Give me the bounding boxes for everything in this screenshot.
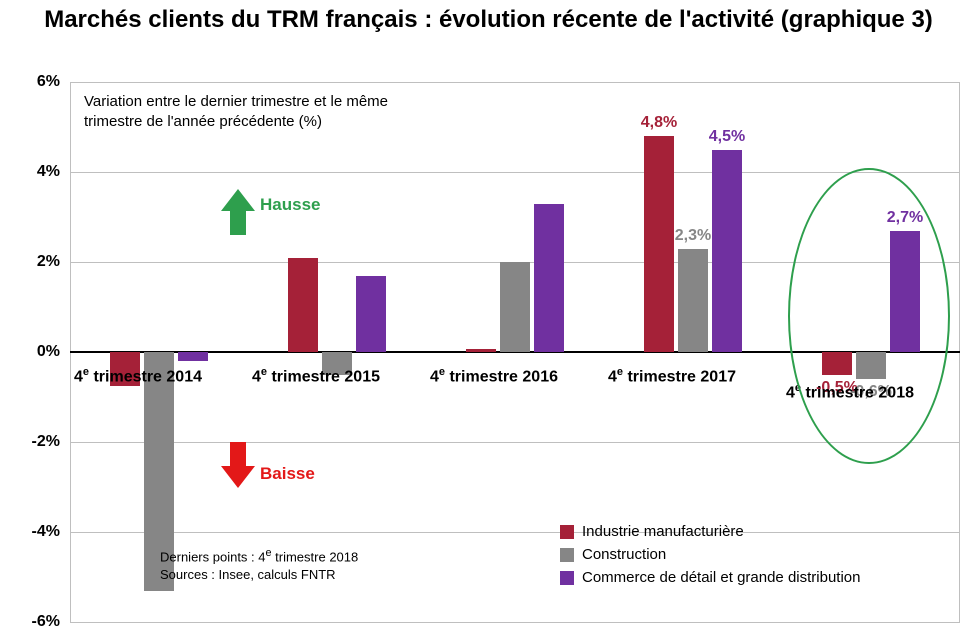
arrow-down-icon [221, 442, 255, 488]
y-tick-label: -6% [5, 613, 60, 631]
y-tick-label: 2% [5, 253, 60, 271]
bar-commerce [712, 150, 742, 353]
category-label: 4e trimestre 2017 [608, 366, 736, 386]
legend-label: Industrie manufacturière [582, 523, 744, 540]
legend-label: Construction [582, 546, 666, 563]
bar-industrie [644, 136, 674, 352]
chart-title: Marchés clients du TRM français : évolut… [0, 6, 977, 35]
y-tick-label: 4% [5, 163, 60, 181]
legend-item: Construction [560, 546, 860, 563]
gridline [70, 622, 960, 623]
source-note: Derniers points : 4e trimestre 2018Sourc… [160, 546, 358, 585]
legend-label: Commerce de détail et grande distributio… [582, 569, 860, 586]
legend: Industrie manufacturière Construction Comm… [560, 523, 860, 592]
category-label: 4e trimestre 2015 [252, 366, 380, 386]
bar-industrie [288, 258, 318, 353]
bar-industrie [466, 349, 496, 352]
gridline [70, 82, 960, 83]
y-tick-label: 6% [5, 73, 60, 91]
chart-subtitle: Variation entre le dernier trimestre et … [84, 92, 424, 131]
category-label: 4e trimestre 2016 [430, 366, 558, 386]
highlight-ellipse [788, 168, 950, 465]
bar-commerce [534, 204, 564, 353]
legend-swatch [560, 548, 574, 562]
value-label: 4,8% [641, 114, 677, 132]
bar-commerce [356, 276, 386, 353]
legend-item: Industrie manufacturière [560, 523, 860, 540]
hausse-label: Hausse [260, 195, 320, 215]
value-label: 4,5% [709, 128, 745, 146]
y-tick-label: -4% [5, 523, 60, 541]
baisse-label: Baisse [260, 464, 315, 484]
legend-swatch [560, 525, 574, 539]
category-label: 4e trimestre 2014 [74, 366, 202, 386]
legend-swatch [560, 571, 574, 585]
y-tick-label: -2% [5, 433, 60, 451]
bar-construction [500, 262, 530, 352]
value-label: 2,3% [675, 227, 711, 245]
bar-construction [678, 249, 708, 353]
gridline [70, 172, 960, 173]
arrow-up-icon [221, 189, 255, 235]
y-tick-label: 0% [5, 343, 60, 361]
legend-item: Commerce de détail et grande distributio… [560, 569, 860, 586]
bar-commerce [178, 352, 208, 361]
plot-area: -6%-4%-2%0%2%4%6%4e trimestre 20144e tri… [70, 82, 960, 622]
